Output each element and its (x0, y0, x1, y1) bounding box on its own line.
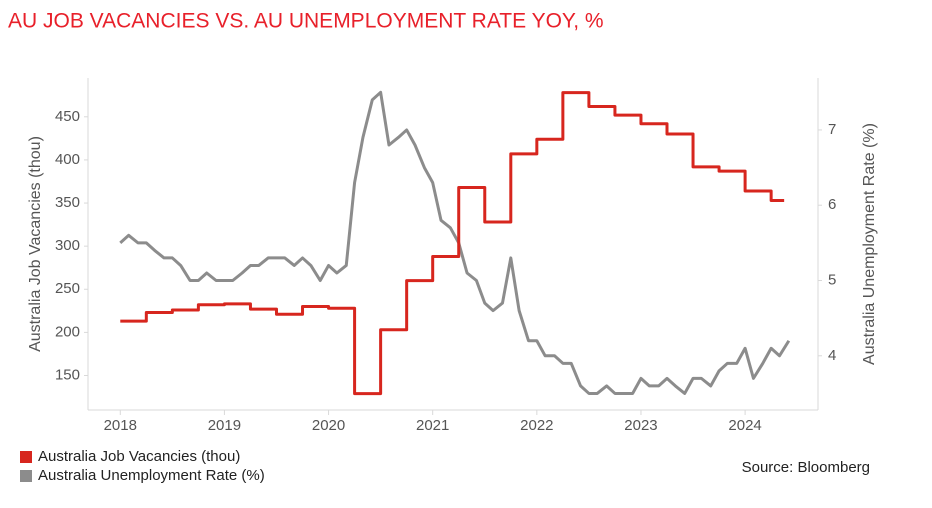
series-line (119, 90, 791, 395)
x-tick-label: 2018 (104, 417, 137, 434)
y-tick-label: 350 (55, 194, 80, 211)
x-tick-label: 2019 (208, 417, 241, 434)
y2-tick-label: 5 (828, 271, 836, 288)
legend-swatch (20, 470, 32, 482)
x-tick-label: 2022 (520, 417, 553, 434)
y-tick-label: 400 (55, 151, 80, 168)
source: Source: Bloomberg (742, 459, 870, 476)
y-tick-label: 450 (55, 108, 80, 125)
y-tick-label: 150 (55, 366, 80, 383)
y-tick-label: 200 (55, 323, 80, 340)
x-tick-label: 2024 (728, 417, 761, 434)
legend-swatch (20, 451, 32, 463)
y2-axis-label: Australia Unemployment Rate (%) (861, 123, 878, 365)
y2-tick-label: 4 (828, 347, 836, 364)
x-tick-label: 2021 (416, 417, 449, 434)
y-tick-label: 250 (55, 280, 80, 297)
y-tick-label: 300 (55, 237, 80, 254)
y2-tick-label: 7 (828, 121, 836, 138)
legend-label: Australia Job Vacancies (thou) (38, 448, 240, 465)
chart-title: AU JOB VACANCIES VS. AU UNEMPLOYMENT RAT… (8, 10, 604, 33)
y-axis-label: Australia Job Vacancies (thou) (27, 136, 44, 352)
x-tick-label: 2020 (312, 417, 345, 434)
y2-tick-label: 6 (828, 196, 836, 213)
series-line (120, 91, 785, 396)
x-tick-label: 2023 (624, 417, 657, 434)
legend-label: Australia Unemployment Rate (%) (38, 467, 265, 484)
